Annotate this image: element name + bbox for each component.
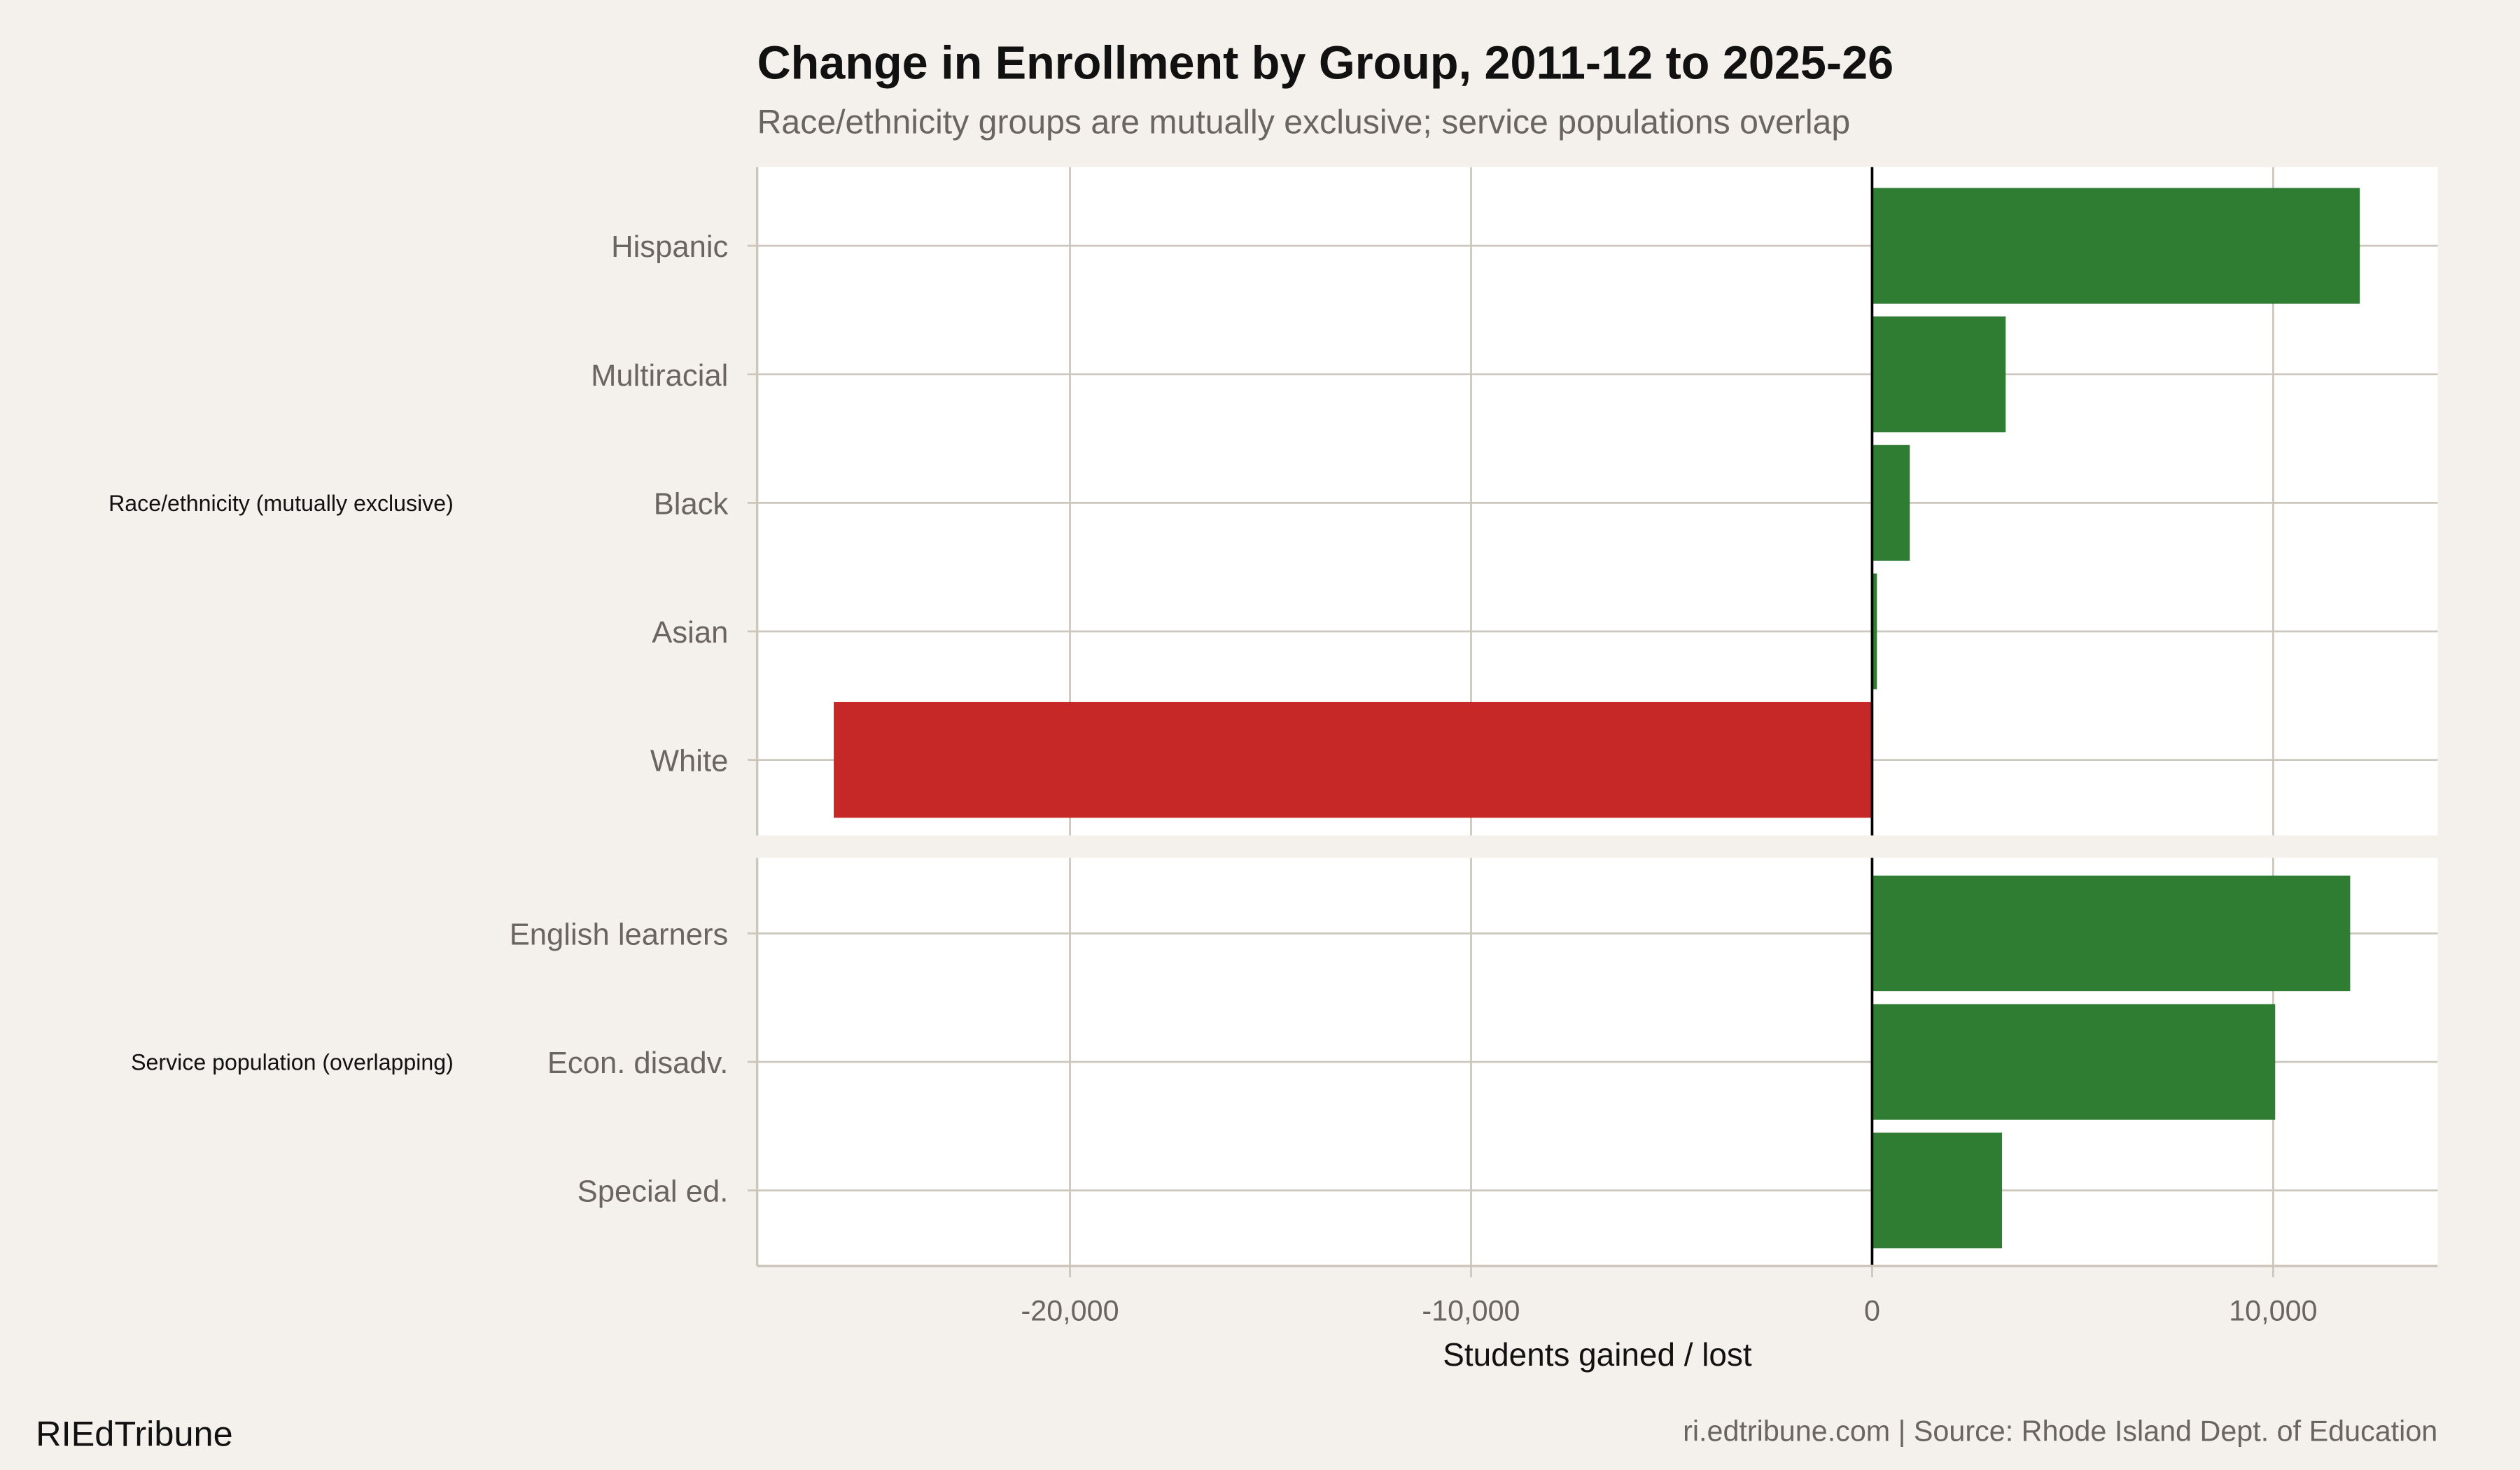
category-label: White: [650, 745, 728, 778]
x-tick-label: 0: [1864, 1295, 1880, 1327]
category-label: Black: [654, 487, 729, 521]
category-label: English learners: [510, 918, 729, 952]
panel-label: Service population (overlapping): [131, 1050, 454, 1075]
brand-label: RIEdTribune: [36, 1414, 233, 1454]
x-tick-label: -20,000: [1021, 1295, 1119, 1327]
bar-asian: [1872, 573, 1877, 690]
bar-white: [834, 701, 1872, 818]
category-label: Special ed.: [578, 1175, 729, 1209]
category-label: Econ. disadv.: [547, 1046, 728, 1080]
category-label: Hispanic: [611, 230, 728, 264]
category-label: Asian: [652, 616, 728, 650]
panel-label: Race/ethnicity (mutually exclusive): [108, 491, 454, 516]
x-axis-title: Students gained / lost: [1443, 1336, 1752, 1373]
chart-title: Change in Enrollment by Group, 2011-12 t…: [757, 37, 1893, 89]
bar-black: [1872, 444, 1910, 561]
bar-english-learners: [1872, 875, 2351, 992]
x-tick-label: 10,000: [2229, 1295, 2317, 1327]
source-note: ri.edtribune.com | Source: Rhode Island …: [1683, 1415, 2437, 1448]
bar-econ-disadv-: [1872, 1004, 2276, 1120]
chart-subtitle: Race/ethnicity groups are mutually exclu…: [757, 103, 1851, 141]
bar-hispanic: [1872, 188, 2360, 304]
bar-multiracial: [1872, 316, 2006, 433]
x-tick-label: -10,000: [1422, 1295, 1520, 1327]
bar-special-ed-: [1872, 1133, 2003, 1249]
category-label: Multiracial: [591, 359, 728, 393]
